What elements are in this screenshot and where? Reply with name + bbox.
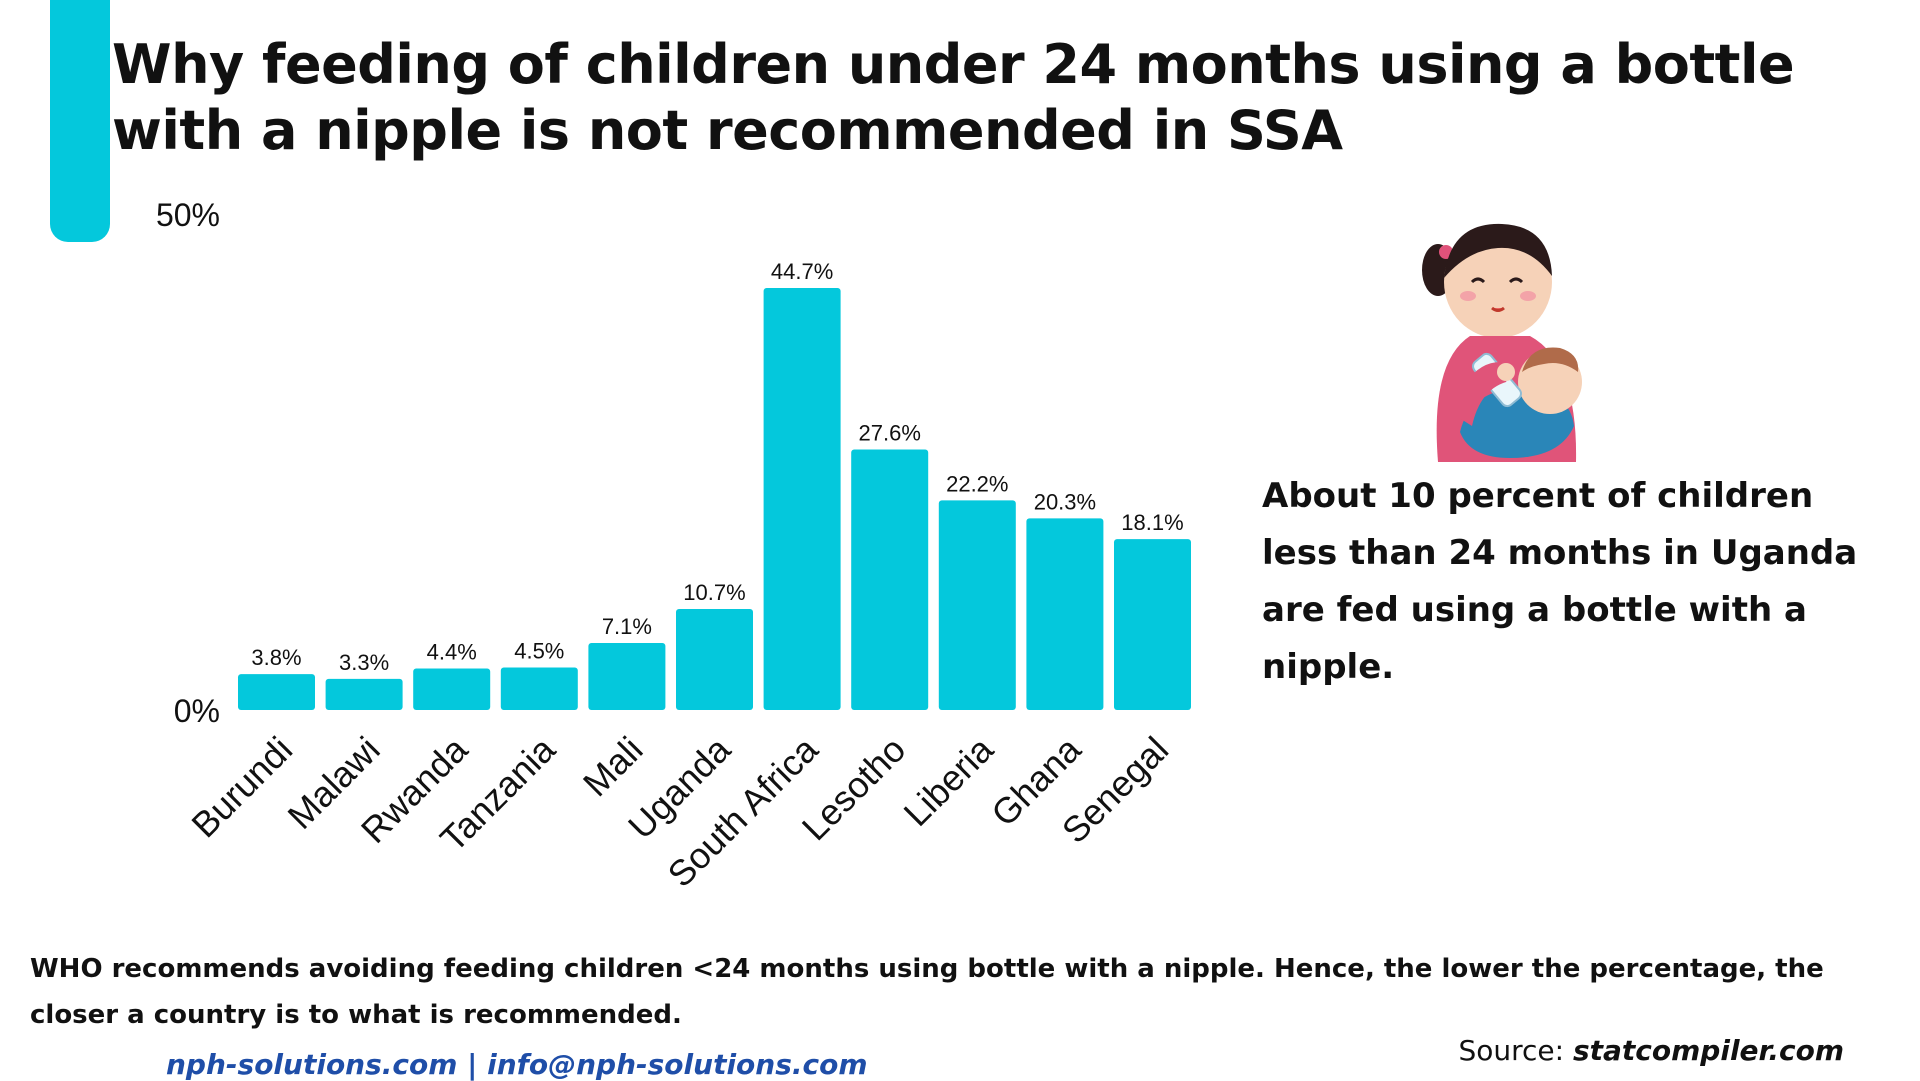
bar-uganda <box>676 608 753 710</box>
y-tick-label: 0% <box>174 693 220 729</box>
bar-ghana <box>1026 518 1104 710</box>
bar-chart: 0%50%3.8%Burundi3.3%Malawi4.4%Rwanda4.5%… <box>156 197 1191 895</box>
mother-bottle-feeding-baby-icon <box>1410 212 1600 472</box>
bar-liberia <box>938 500 1016 710</box>
bar-senegal <box>1114 539 1191 710</box>
uganda-callout: About 10 percent of children less than 2… <box>1262 476 1858 687</box>
accent-bar <box>50 0 110 242</box>
category-label: Burundi <box>183 729 300 846</box>
bar-tanzania <box>500 667 578 710</box>
page-title: Why feeding of children under 24 months … <box>112 33 1795 162</box>
source-prefix: Source: <box>1458 1034 1573 1067</box>
source-name[interactable]: statcompiler.com <box>1572 1034 1844 1067</box>
bar-south-africa <box>763 288 841 710</box>
data-label: 20.3% <box>1034 489 1096 514</box>
data-label: 4.4% <box>427 639 477 664</box>
bar-malawi <box>325 678 403 710</box>
source-credit: Source: statcompiler.com <box>1458 1036 1844 1066</box>
category-label: Liberia <box>896 728 1002 834</box>
bar-burundi <box>238 674 315 710</box>
footer-contact-links[interactable]: nph-solutions.com | info@nph-solutions.c… <box>166 1048 868 1081</box>
y-tick-label: 50% <box>156 197 220 233</box>
category-label: Mali <box>575 729 651 805</box>
data-label: 3.3% <box>339 650 389 675</box>
data-label: 27.6% <box>859 420 921 445</box>
bar-rwanda <box>413 668 491 710</box>
data-label: 3.8% <box>251 645 301 670</box>
data-label: 44.7% <box>771 259 833 284</box>
data-label: 4.5% <box>514 639 564 664</box>
data-label: 7.1% <box>602 614 652 639</box>
data-label: 22.2% <box>946 471 1008 496</box>
data-label: 18.1% <box>1121 510 1183 535</box>
data-label: 10.7% <box>683 580 745 605</box>
who-recommendation-note: WHO recommends avoiding feeding children… <box>30 954 1824 1030</box>
bar-mali <box>588 642 666 710</box>
bar-lesotho <box>851 449 929 710</box>
